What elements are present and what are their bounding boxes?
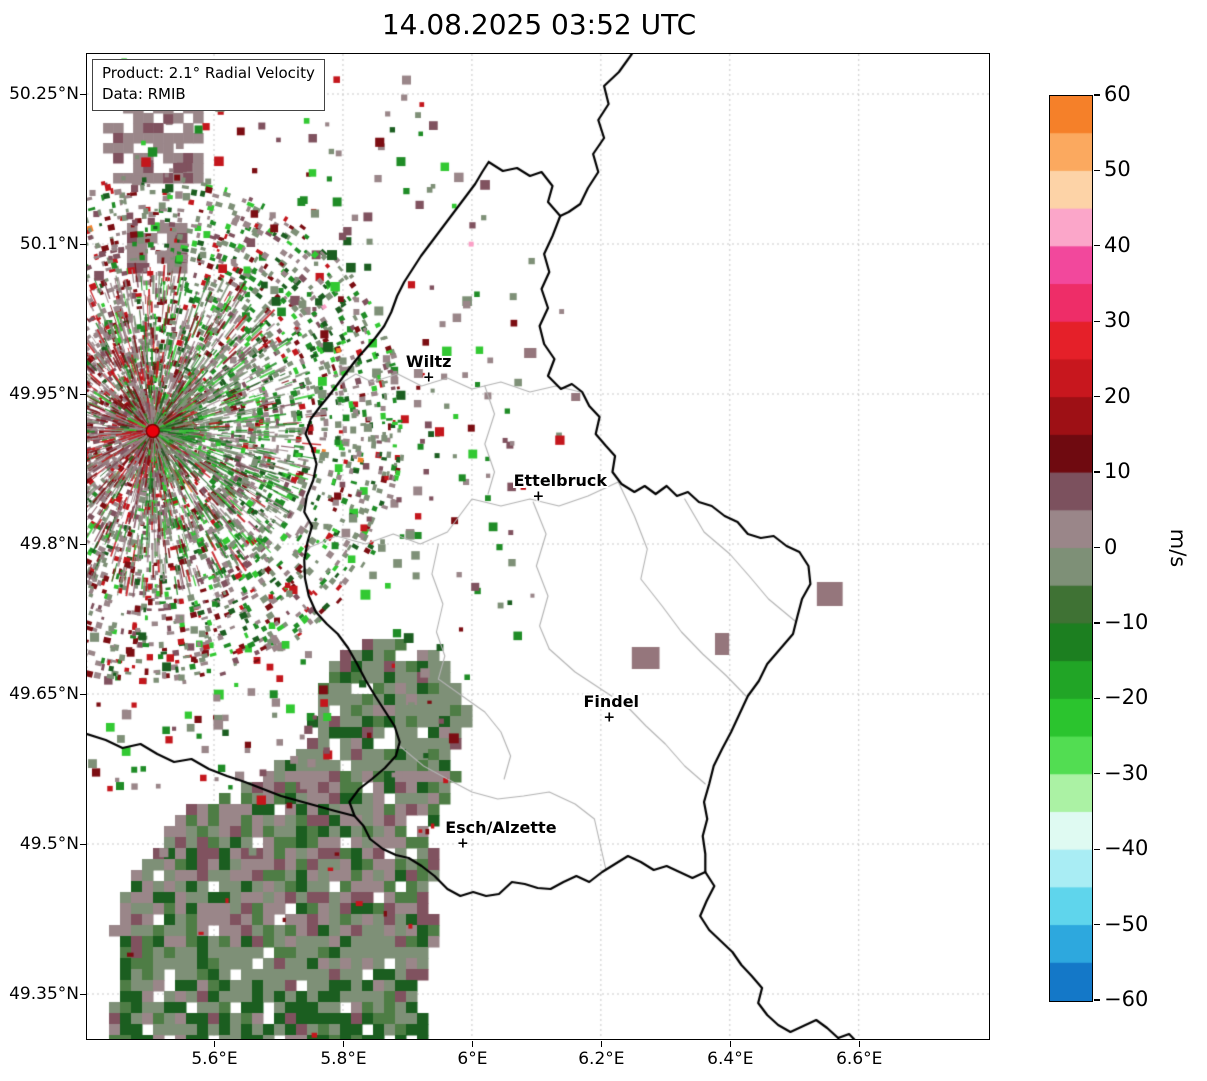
colorbar-tick-label: 50 bbox=[1104, 157, 1131, 182]
y-tick-label: 49.5°N bbox=[19, 833, 79, 854]
x-tick-mark bbox=[729, 1041, 732, 1047]
x-tick-label: 5.6°E bbox=[191, 1049, 238, 1069]
city-marker-icon: + bbox=[457, 835, 469, 852]
radar-map-canvas bbox=[87, 54, 989, 1039]
colorbar-tick-mark bbox=[1094, 923, 1100, 926]
x-tick-mark bbox=[342, 1041, 345, 1047]
colorbar-tick-label: 60 bbox=[1104, 82, 1131, 106]
y-tick-label: 49.35°N bbox=[9, 983, 79, 1004]
colorbar-tick-label: 0 bbox=[1104, 534, 1118, 559]
product-info-box: Product: 2.1° Radial Velocity Data: RMIB bbox=[92, 59, 325, 111]
x-tick-label: 6.4°E bbox=[707, 1049, 754, 1069]
city-label: Esch/Alzette bbox=[445, 818, 557, 837]
y-tick-mark bbox=[80, 243, 86, 246]
city-marker-icon: + bbox=[422, 369, 435, 386]
colorbar-tick-label: 30 bbox=[1104, 308, 1131, 333]
colorbar-tick-label: −60 bbox=[1104, 987, 1149, 1011]
map-plot-area: Product: 2.1° Radial Velocity Data: RMIB… bbox=[86, 53, 990, 1040]
colorbar-tick-mark bbox=[1094, 471, 1100, 473]
y-tick-label: 50.1°N bbox=[19, 233, 79, 254]
y-tick-mark bbox=[80, 393, 86, 396]
colorbar-tick-mark bbox=[1094, 697, 1100, 699]
city-marker-icon: + bbox=[532, 488, 545, 505]
x-tick-mark bbox=[858, 1041, 860, 1047]
colorbar-tick-mark bbox=[1094, 999, 1100, 1001]
x-tick-mark bbox=[471, 1041, 474, 1047]
colorbar-tick-label: 10 bbox=[1104, 459, 1131, 484]
y-tick-mark bbox=[80, 993, 86, 996]
y-tick-mark bbox=[80, 693, 86, 696]
data-source-label: Data: RMIB bbox=[102, 85, 186, 103]
colorbar-tick-label: −40 bbox=[1104, 836, 1149, 861]
x-tick-label: 6.2°E bbox=[578, 1049, 625, 1069]
colorbar-tick-mark bbox=[1094, 396, 1100, 398]
colorbar-tick-label: −50 bbox=[1104, 911, 1149, 936]
city-label: Wiltz bbox=[405, 352, 452, 371]
x-tick-label: 6.6°E bbox=[836, 1049, 883, 1069]
colorbar-tick-mark bbox=[1094, 320, 1100, 322]
colorbar-tick-label: −10 bbox=[1104, 609, 1149, 634]
colorbar-tick-label: 40 bbox=[1104, 232, 1131, 257]
y-tick-mark bbox=[80, 543, 86, 546]
colorbar-canvas bbox=[1049, 95, 1093, 1002]
plot-title: 14.08.2025 03:52 UTC bbox=[381, 8, 697, 41]
colorbar-tick-label: 20 bbox=[1104, 383, 1131, 408]
colorbar-tick-label: −20 bbox=[1104, 685, 1149, 710]
y-tick-label: 49.65°N bbox=[9, 683, 79, 704]
colorbar-tick-mark bbox=[1094, 169, 1100, 171]
x-tick-label: 5.8°E bbox=[320, 1049, 367, 1069]
city-label: Ettelbruck bbox=[513, 471, 608, 490]
colorbar-tick-label: −30 bbox=[1104, 760, 1149, 785]
product-label: Product: 2.1° Radial Velocity bbox=[102, 64, 315, 82]
colorbar-unit-label: m/s bbox=[1166, 528, 1190, 568]
city-label: Findel bbox=[583, 692, 640, 711]
y-tick-label: 49.8°N bbox=[19, 533, 79, 554]
colorbar-tick-mark bbox=[1094, 94, 1100, 96]
y-tick-mark bbox=[80, 93, 86, 96]
x-tick-label: 6°E bbox=[457, 1049, 488, 1069]
y-tick-label: 50.25°N bbox=[9, 83, 79, 104]
y-tick-mark bbox=[80, 843, 86, 846]
colorbar-tick-mark bbox=[1094, 773, 1100, 775]
colorbar-tick-mark bbox=[1094, 546, 1100, 549]
colorbar-tick-mark bbox=[1094, 245, 1100, 247]
x-tick-mark bbox=[600, 1041, 603, 1047]
colorbar-tick-mark bbox=[1094, 848, 1100, 850]
colorbar-tick-mark bbox=[1094, 622, 1100, 624]
city-marker-icon: + bbox=[603, 709, 616, 726]
x-tick-mark bbox=[213, 1041, 216, 1047]
y-tick-label: 49.95°N bbox=[9, 383, 79, 404]
